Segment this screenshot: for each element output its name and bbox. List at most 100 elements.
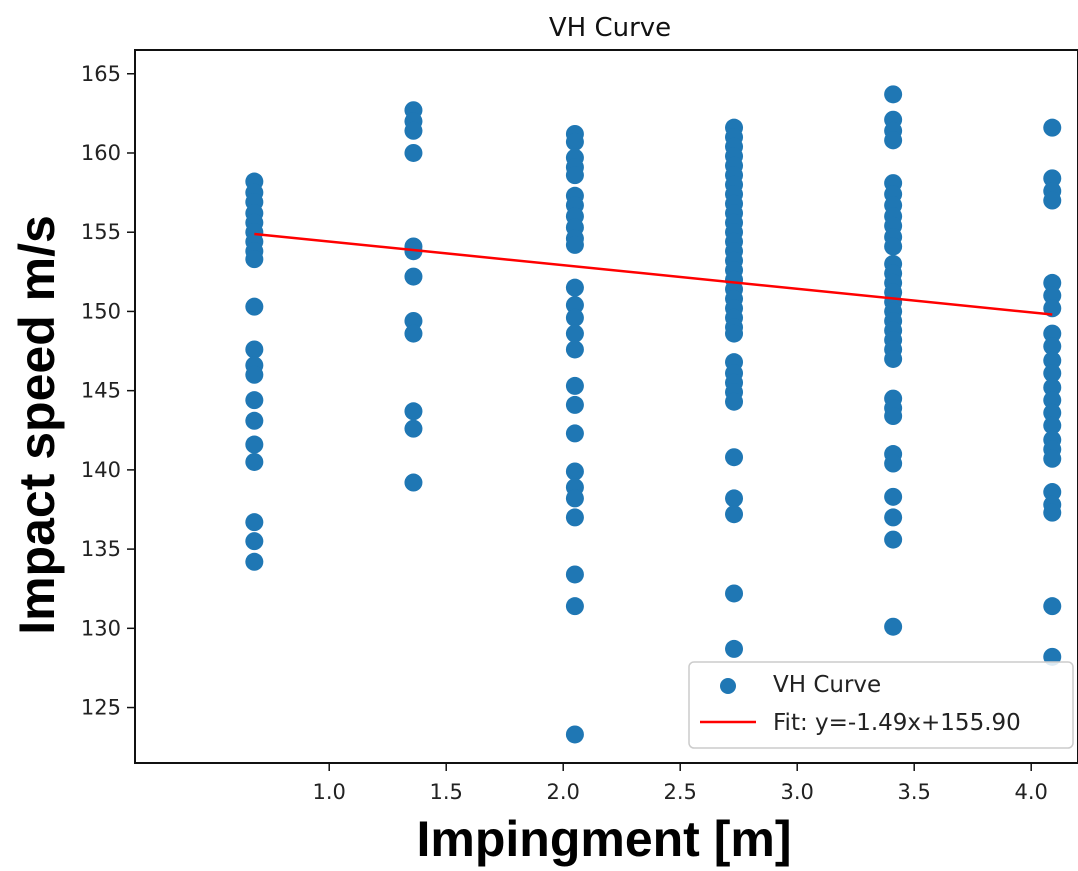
scatter-point: [565, 565, 584, 584]
legend-marker-scatter: [720, 678, 736, 694]
scatter-point: [1043, 597, 1062, 616]
fit-line: [254, 232, 1053, 316]
scatter-point: [565, 340, 584, 359]
scatter-point: [404, 402, 423, 421]
scatter-point: [884, 237, 903, 256]
scatter-point: [565, 132, 584, 151]
scatter-point: [1043, 273, 1062, 292]
plot-area: 1.0 1.5 2.0 2.5 3.0 3.5 4.0 125 130 135 140 145 150…: [81, 49, 1078, 804]
scatter-point: [1043, 416, 1062, 435]
fit-line-layer: [254, 232, 1053, 316]
y-tick-label: 125: [81, 696, 121, 720]
scatter-point: [565, 235, 584, 254]
y-tick-label: 160: [81, 141, 121, 165]
scatter-points: [245, 85, 1062, 744]
scatter-point: [1043, 337, 1062, 356]
scatter-point: [725, 392, 744, 411]
scatter-point: [565, 489, 584, 508]
x-tick-label: 1.5: [430, 780, 463, 804]
scatter-point: [1043, 191, 1062, 210]
y-tick-label: 145: [81, 379, 121, 403]
x-tick-label: 3.5: [898, 780, 931, 804]
y-tick-label: 165: [81, 62, 121, 86]
scatter-point: [725, 505, 744, 524]
scatter-point: [1043, 324, 1062, 343]
scatter-point: [884, 487, 903, 506]
scatter-point: [245, 513, 264, 532]
scatter-point: [565, 424, 584, 443]
scatter-point: [565, 166, 584, 185]
scatter-point: [1043, 503, 1062, 522]
scatter-point: [404, 419, 423, 438]
scatter-point: [884, 349, 903, 368]
scatter-point: [565, 395, 584, 414]
x-tick-label: 1.0: [313, 780, 346, 804]
legend-label-scatter: VH Curve: [773, 672, 881, 698]
scatter-point: [1043, 169, 1062, 188]
scatter-point: [245, 365, 264, 384]
plot-frame: [134, 49, 1078, 764]
x-tick-label: 3.0: [781, 780, 814, 804]
scatter-point: [1043, 286, 1062, 305]
scatter-point: [1043, 449, 1062, 468]
x-tick-label: 4.0: [1014, 780, 1047, 804]
scatter-point: [725, 448, 744, 467]
scatter-point: [725, 639, 744, 658]
scatter-point: [565, 308, 584, 327]
scatter-point: [1043, 351, 1062, 370]
y-tick-label: 155: [81, 220, 121, 244]
legend-label-fit: Fit: y=-1.49x+155.90: [773, 710, 1021, 736]
scatter-point: [404, 473, 423, 492]
scatter-point: [725, 584, 744, 603]
scatter-point: [565, 376, 584, 395]
scatter-point: [1043, 118, 1062, 137]
scatter-point: [884, 617, 903, 636]
scatter-point: [565, 462, 584, 481]
scatter-point: [884, 454, 903, 473]
legend: VH Curve Fit: y=-1.49x+155.90: [688, 661, 1074, 749]
scatter-point: [884, 530, 903, 549]
scatter-point: [884, 85, 903, 104]
x-tick-label: 2.5: [664, 780, 697, 804]
y-tick-label: 130: [81, 616, 121, 640]
scatter-point: [245, 297, 264, 316]
x-axis: 1.0 1.5 2.0 2.5 3.0 3.5 4.0: [313, 763, 1048, 804]
scatter-point: [245, 340, 264, 359]
scatter-point: [245, 435, 264, 454]
scatter-point: [245, 552, 264, 571]
chart-title: VH Curve: [549, 13, 671, 43]
scatter-point: [245, 411, 264, 430]
scatter-point: [245, 452, 264, 471]
scatter-point: [1043, 364, 1062, 383]
y-tick-label: 150: [81, 299, 121, 323]
scatter-point: [884, 508, 903, 527]
scatter-point: [1043, 378, 1062, 397]
x-tick-label: 2.0: [547, 780, 580, 804]
scatter-point: [404, 267, 423, 286]
y-axis-label: Impact speed m/s: [9, 215, 65, 635]
scatter-point: [725, 489, 744, 508]
y-tick-label: 140: [81, 458, 121, 482]
y-tick-label: 135: [81, 537, 121, 561]
scatter-point: [1043, 483, 1062, 502]
y-axis: 125 130 135 140 145 150 155 160 165: [81, 62, 135, 720]
x-axis-label: Impingment [m]: [417, 811, 792, 867]
scatter-point: [565, 725, 584, 744]
scatter-point: [884, 407, 903, 426]
scatter-point: [565, 278, 584, 297]
scatter-point: [1043, 299, 1062, 318]
scatter-point: [245, 250, 264, 269]
scatter-point: [245, 532, 264, 551]
scatter-point: [245, 391, 264, 410]
scatter-point: [565, 296, 584, 315]
scatter-point: [404, 311, 423, 330]
scatter-point: [1043, 403, 1062, 422]
scatter-point: [1043, 391, 1062, 410]
scatter-point: [404, 324, 423, 343]
scatter-point: [565, 597, 584, 616]
scatter-point: [884, 131, 903, 150]
scatter-point: [565, 508, 584, 527]
scatter-point: [725, 324, 744, 343]
